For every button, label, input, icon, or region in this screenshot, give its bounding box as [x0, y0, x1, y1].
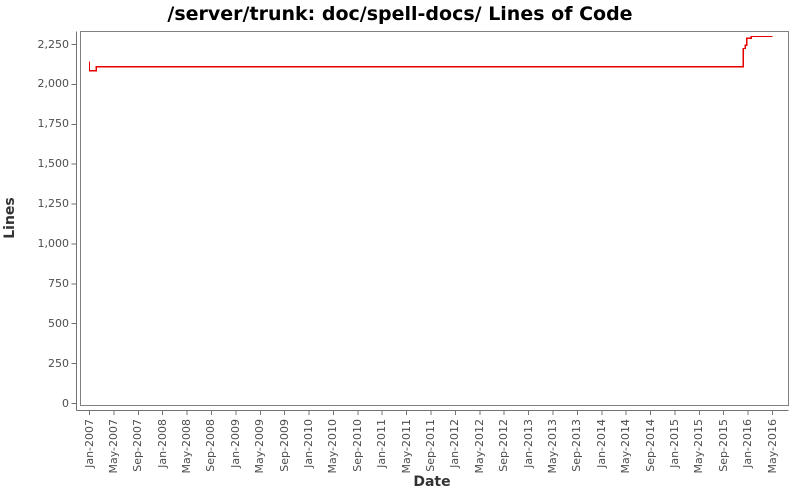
x-tick-label: Sep-2015	[716, 419, 730, 472]
x-tick-label: May-2009	[253, 419, 267, 474]
x-tick-label: May-2013	[545, 419, 559, 474]
x-tick-label: Jan-2012	[448, 419, 462, 468]
x-tick-label: Jan-2009	[228, 419, 242, 468]
x-tick-label: Sep-2009	[277, 419, 291, 472]
y-tick-label: 1,000	[37, 236, 70, 250]
series-line	[88, 35, 773, 72]
y-tick-label: 750	[48, 276, 69, 290]
y-tick-label: 2,000	[37, 77, 70, 91]
y-tick-label: 250	[48, 356, 69, 370]
x-tick-label: Jan-2011	[375, 419, 389, 468]
x-tick-label: Sep-2007	[131, 419, 145, 472]
x-tick-label: May-2007	[106, 419, 120, 474]
y-tick-label: 1,500	[37, 157, 70, 171]
y-tick-label: 0	[62, 396, 69, 410]
x-tick-label: Sep-2014	[643, 419, 657, 472]
x-tick-label: Sep-2010	[350, 419, 364, 472]
x-tick-label: Sep-2013	[570, 419, 584, 472]
y-tick-label: 2,250	[37, 37, 70, 51]
chart-title: /server/trunk: doc/spell-docs/ Lines of …	[167, 3, 633, 25]
x-tick-label: Sep-2012	[497, 419, 511, 472]
x-tick-label: Sep-2011	[424, 419, 437, 472]
x-tick-label: Sep-2008	[204, 419, 218, 472]
x-tick-label: Jan-2013	[521, 419, 535, 468]
x-tick-label: May-2012	[472, 419, 486, 474]
y-tick-label: 1,250	[37, 197, 70, 211]
x-tick-label: Jan-2014	[594, 419, 608, 468]
x-tick-label: May-2010	[326, 419, 340, 474]
plot-border	[80, 31, 789, 406]
y-tick-label: 500	[48, 316, 69, 330]
x-tick-label: May-2016	[765, 419, 779, 474]
x-tick-label: Jan-2015	[667, 419, 681, 468]
x-tick-label: May-2015	[692, 419, 706, 474]
x-tick-label: Jan-2016	[741, 419, 755, 468]
x-tick-label: May-2011	[399, 419, 413, 474]
x-tick-label: May-2008	[180, 419, 194, 474]
x-tick-label: Jan-2010	[302, 419, 316, 468]
x-tick-label: Jan-2008	[155, 419, 169, 468]
x-tick-label: Jan-2007	[82, 419, 96, 468]
x-tick-label: May-2014	[619, 419, 633, 474]
x-axis-title: Date	[413, 474, 451, 490]
y-tick-label: 1,750	[37, 117, 70, 131]
